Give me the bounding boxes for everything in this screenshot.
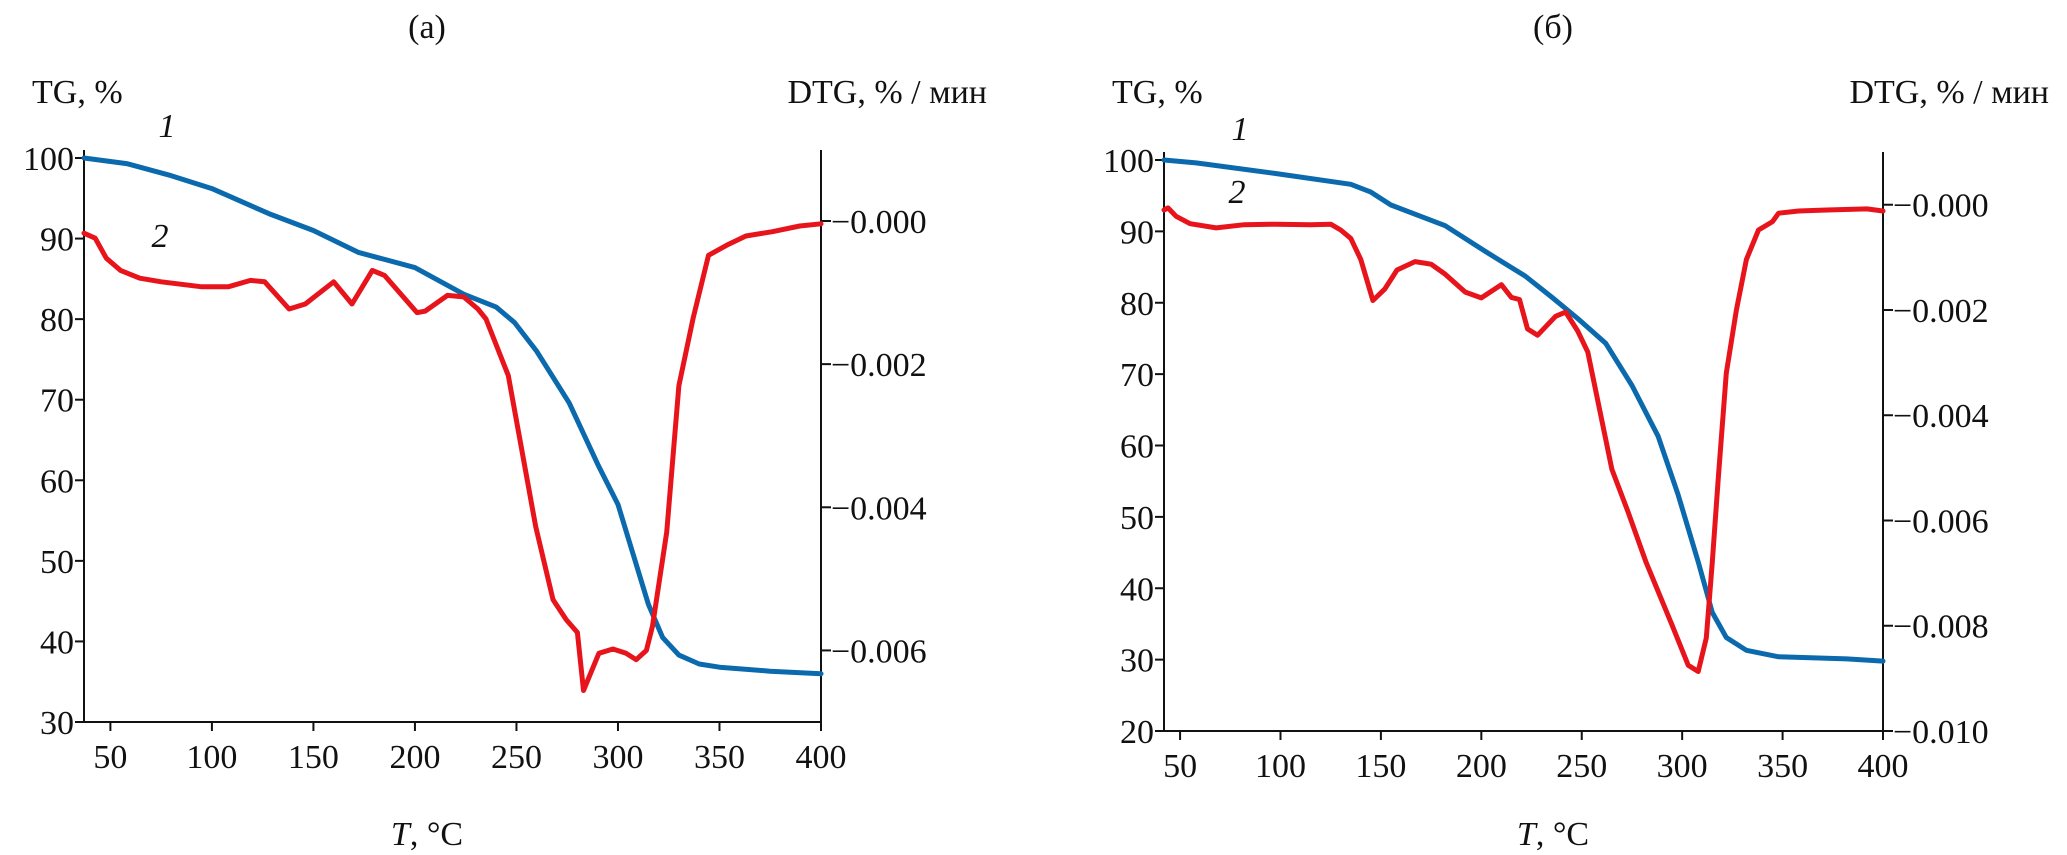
curve-label-2: 2 (152, 218, 169, 255)
curve-label-2: 2 (1229, 174, 1246, 211)
x-tick-label: 350 (694, 739, 745, 776)
x-tick-label: 100 (1255, 748, 1306, 785)
x-axis-label-unit: , °C (1536, 816, 1589, 853)
y-left-axis-label: TG, % (1112, 74, 1203, 111)
x-tick-label: 350 (1757, 748, 1808, 785)
y-left-tick-label: 100 (1103, 143, 1154, 180)
x-axis-label-unit: , °C (410, 816, 463, 853)
y-left-tick-label: 90 (1120, 214, 1154, 251)
y-right-tick-label: −0.004 (831, 490, 927, 527)
x-axis-label-symbol: T (1517, 816, 1538, 853)
x-tick-label: 50 (93, 739, 127, 776)
y-left-tick-label: 90 (40, 222, 74, 259)
y-left-tick-label: 70 (1120, 357, 1154, 394)
y-right-tick-label: −0.000 (1893, 188, 1989, 225)
y-right-tick-label: −0.000 (831, 204, 927, 241)
x-tick-label: 300 (1657, 748, 1708, 785)
y-right-tick-label: −0.002 (1893, 293, 1989, 330)
y-left-tick-label: 70 (40, 383, 74, 420)
y-right-tick-label: −0.006 (1893, 503, 1989, 540)
y-left-tick-label: 20 (1120, 714, 1154, 751)
x-axis-label-symbol: T (391, 816, 412, 853)
x-axis-label: T, °C (1517, 816, 1589, 853)
y-left-tick-label: 50 (1120, 500, 1154, 537)
panel-title: (б) (1533, 9, 1573, 46)
y-right-tick-label: −0.008 (1893, 609, 1989, 646)
y-left-tick-label: 80 (1120, 286, 1154, 323)
y-right-tick-label: −0.004 (1893, 398, 1989, 435)
y-left-tick-label: 30 (1120, 643, 1154, 680)
y-left-tick-label: 30 (40, 705, 74, 742)
y-left-tick-label: 100 (23, 141, 74, 178)
y-right-tick-label: −0.006 (831, 633, 927, 670)
x-tick-label: 250 (491, 739, 542, 776)
y-left-tick-label: 40 (40, 624, 74, 661)
x-tick-label: 400 (796, 739, 847, 776)
panel-title: (a) (408, 9, 446, 46)
y-right-tick-label: −0.010 (1893, 714, 1989, 751)
y-left-axis-label: TG, % (32, 74, 123, 111)
x-tick-label: 200 (389, 739, 440, 776)
tg-curve-1 (81, 155, 824, 677)
x-tick-label: 150 (288, 739, 339, 776)
x-tick-label: 150 (1355, 748, 1406, 785)
y-left-tick-label: 60 (1120, 429, 1154, 466)
y-right-tick-label: −0.002 (831, 347, 927, 384)
y-left-tick-label: 60 (40, 463, 74, 500)
y-left-tick-label: 50 (40, 544, 74, 581)
y-right-axis-label: DTG, % / мин (1849, 74, 2049, 111)
tg-curve-1 (1161, 157, 1886, 664)
y-right-axis-label: DTG, % / мин (787, 74, 987, 111)
x-tick-label: 400 (1858, 748, 1909, 785)
x-tick-label: 300 (592, 739, 643, 776)
x-tick-label: 250 (1556, 748, 1607, 785)
x-axis-label: T, °C (391, 816, 463, 853)
curve-label-1: 1 (1232, 111, 1249, 148)
y-left-tick-label: 80 (40, 302, 74, 339)
x-tick-label: 200 (1456, 748, 1507, 785)
dtg-curve-2 (1161, 205, 1886, 674)
y-left-tick-label: 40 (1120, 571, 1154, 608)
dtg-curve-2 (81, 221, 824, 693)
x-tick-label: 50 (1163, 748, 1197, 785)
curve-label-1: 1 (159, 108, 176, 145)
x-tick-label: 100 (186, 739, 237, 776)
